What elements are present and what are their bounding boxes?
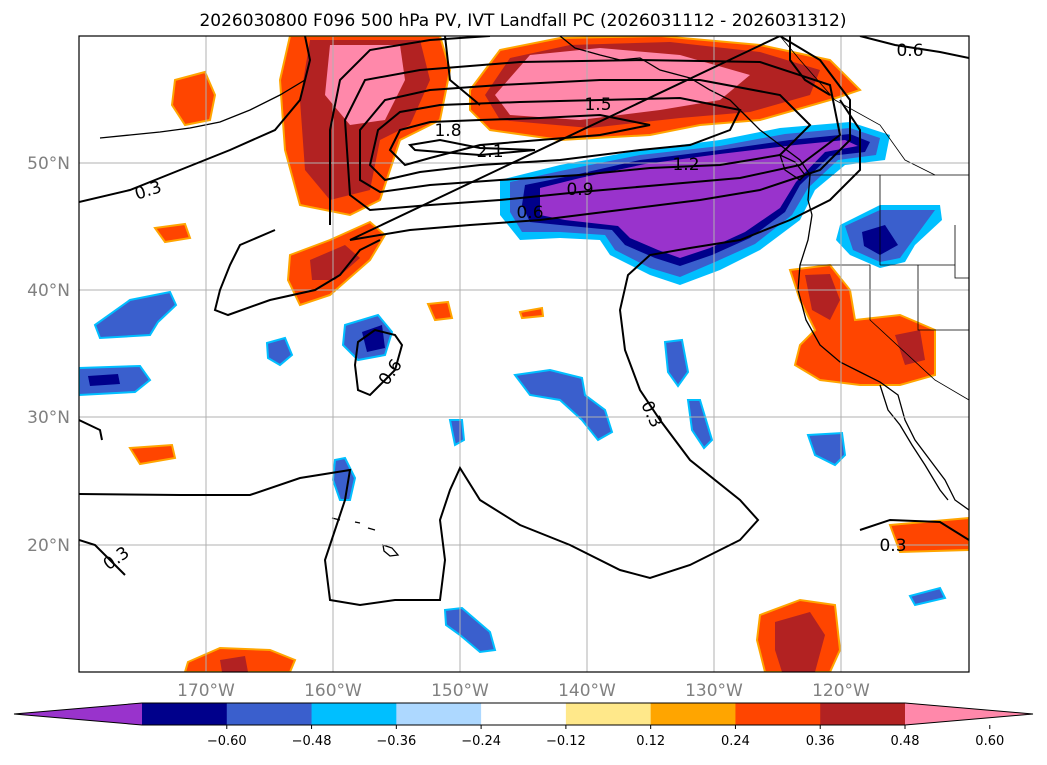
state-border-2 — [800, 264, 969, 401]
colorbar-segment — [226, 703, 313, 725]
lat-label-50n: 50°N — [27, 154, 70, 174]
contour-0p6-ne — [789, 36, 969, 96]
colorbar-segment — [735, 703, 821, 725]
us-west-coast — [797, 214, 969, 511]
anomaly-small-c1 — [426, 300, 454, 322]
contour-label-1p2: 1.2 — [672, 155, 699, 175]
contour-1p8 — [388, 113, 651, 167]
colorbar-tick-label: −0.48 — [292, 734, 332, 749]
contour-label-1p5: 1.5 — [584, 95, 611, 115]
colorbar-segment — [311, 703, 397, 725]
colorbar-outline — [13, 702, 1034, 726]
anomaly-c-negative3 — [663, 338, 690, 388]
map-panel: 0.6 1.5 1.8 2.1 1.2 0.9 0.6 0.3 0.6 0.3 … — [78, 35, 970, 673]
graticule — [79, 36, 969, 672]
colorbar-segment — [565, 703, 652, 725]
contour-0p3-sw — [79, 539, 126, 576]
figure-title: 2026030800 F096 500 hPa PV, IVT Landfall… — [199, 11, 846, 31]
colorbar-segment — [396, 703, 482, 725]
contour-0p9 — [343, 58, 842, 212]
contour-label-1p8: 1.8 — [434, 121, 461, 141]
anomaly-midwest-blob-core — [310, 245, 360, 280]
colorbar-extend-min — [14, 703, 142, 725]
lon-label-170w: 170°W — [177, 681, 235, 701]
alaska-coast — [559, 36, 813, 216]
colorbar-segment — [820, 703, 906, 725]
contour-0p3-main — [79, 36, 861, 607]
map-frame — [78, 35, 970, 673]
lat-labels: 50°N 40°N 30°N 20°N — [27, 154, 70, 556]
anomaly-c-negative2 — [513, 368, 614, 442]
lon-label-130w: 130°W — [685, 681, 743, 701]
contour-1p5 — [368, 96, 742, 182]
colorbar-segment — [481, 703, 567, 725]
colorbar-tick-label: 0.48 — [891, 734, 920, 749]
anomaly-california-core — [805, 274, 840, 320]
anomaly-california-core2 — [895, 330, 925, 365]
hawaii — [331, 517, 400, 557]
colorbar-tick-label: −0.24 — [461, 734, 501, 749]
colorbar-tick-label: −0.60 — [207, 734, 247, 749]
anomaly-small-w1 — [153, 222, 192, 244]
anomaly-south-blob-core — [775, 612, 825, 672]
contour-0p6 — [329, 36, 851, 241]
colorbar-tick-label: 0.12 — [636, 734, 665, 749]
contour-label-0p9: 0.9 — [566, 180, 593, 200]
lat-label-20n: 20°N — [27, 536, 70, 556]
colorbar: −0.60 −0.48 −0.36 −0.24 −0.12 0.12 0.24 0.36 0.4… — [13, 702, 1034, 749]
anomaly-se-negative1 — [806, 431, 847, 467]
colorbar-tick-label: 0.60 — [975, 734, 1004, 749]
baja — [879, 384, 949, 501]
contour-label-0p6-ne: 0.6 — [896, 41, 923, 61]
lon-label-160w: 160°W — [304, 681, 362, 701]
lon-label-150w: 150°W — [431, 681, 489, 701]
colorbar-tick-label: 0.36 — [806, 734, 835, 749]
anomaly-w-negative1 — [93, 290, 178, 340]
contour-label-0p3-se: 0.3 — [879, 536, 906, 556]
lon-label-120w: 120°W — [812, 681, 870, 701]
anomaly-se-negative2 — [908, 586, 947, 607]
contour-label-2p1: 2.1 — [476, 142, 503, 162]
lat-label-30n: 30°N — [27, 408, 70, 428]
contour-0p3-west — [213, 229, 381, 317]
contour-0p3-edge — [79, 419, 103, 441]
anomaly-w-negative2-core — [88, 374, 120, 386]
aleutians — [99, 79, 306, 139]
anomaly-small-c2 — [518, 306, 545, 320]
contour-1p2 — [359, 79, 812, 194]
anomaly-small-w2 — [128, 443, 177, 466]
lon-labels: 170°W 160°W 150°W 140°W 130°W 120°W — [177, 681, 870, 701]
anomaly-w-negative3 — [265, 336, 294, 367]
colorbar-segment — [650, 703, 736, 725]
anomaly-sw-bottom-core — [220, 656, 248, 672]
anomaly-se-strip — [888, 516, 969, 554]
colorbar-tick-label: −0.36 — [376, 734, 416, 749]
colorbar-segment — [142, 703, 228, 725]
anomaly-s-negative — [443, 606, 497, 654]
colorbar-extend-max — [905, 703, 1033, 725]
coastlines — [99, 36, 969, 557]
contour-2p1 — [407, 138, 536, 157]
lon-label-140w: 140°W — [558, 681, 616, 701]
colorbar-tick-label: −0.12 — [546, 734, 586, 749]
lat-label-40n: 40°N — [27, 281, 70, 301]
state-border-1 — [879, 175, 969, 331]
contour-label-0p6-mid: 0.6 — [516, 203, 543, 223]
colorbar-tick-label: 0.24 — [721, 734, 750, 749]
anomaly-c-negative4 — [686, 399, 714, 450]
contour-0p3-se — [859, 518, 969, 541]
contour-0p6-south — [353, 328, 404, 397]
anomaly-nw-blob — [170, 70, 217, 127]
contours — [79, 36, 969, 607]
anomaly-north-band-peak — [325, 45, 405, 125]
